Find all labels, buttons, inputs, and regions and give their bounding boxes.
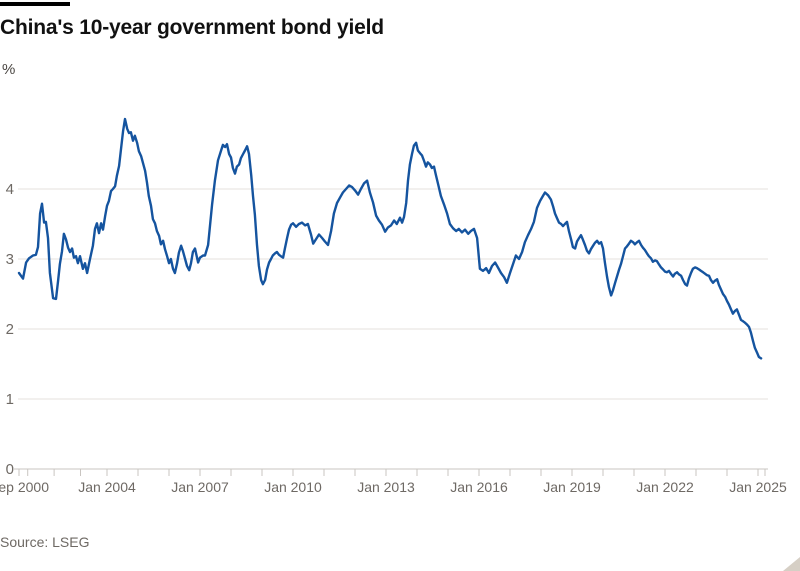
x-tick-label: Sep 2000 xyxy=(0,479,49,495)
y-tick-label: 1 xyxy=(6,391,14,408)
x-tick-label: Jan 2019 xyxy=(543,479,601,495)
x-tick-label: Jan 2004 xyxy=(78,479,136,495)
x-tick-label: Jan 2010 xyxy=(264,479,322,495)
resize-handle-icon[interactable] xyxy=(783,557,800,571)
y-tick-label: 0 xyxy=(6,461,14,478)
y-tick-label: 3 xyxy=(6,251,14,268)
x-tick-label: Jan 2013 xyxy=(357,479,415,495)
line-chart-canvas: 0 1 2 3 4 Sep 2000 Jan 2004 Jan 2007 Jan 2010 Jan… xyxy=(0,117,787,495)
y-tick-label: 2 xyxy=(6,321,14,338)
x-tick-label: Jan 2007 xyxy=(171,479,229,495)
y-tick-label: 4 xyxy=(6,181,14,198)
x-tick-label: Jan 2022 xyxy=(636,479,694,495)
x-tick-label: Jan 2025 xyxy=(729,479,787,495)
yield-line-series xyxy=(17,117,763,360)
title-accent-bar xyxy=(0,2,70,6)
x-tick-label: Jan 2016 xyxy=(450,479,508,495)
chart-title: China's 10-year government bond yield xyxy=(0,16,384,39)
source-note: Source: LSEG xyxy=(0,534,90,550)
y-axis-unit-label: % xyxy=(2,61,16,78)
